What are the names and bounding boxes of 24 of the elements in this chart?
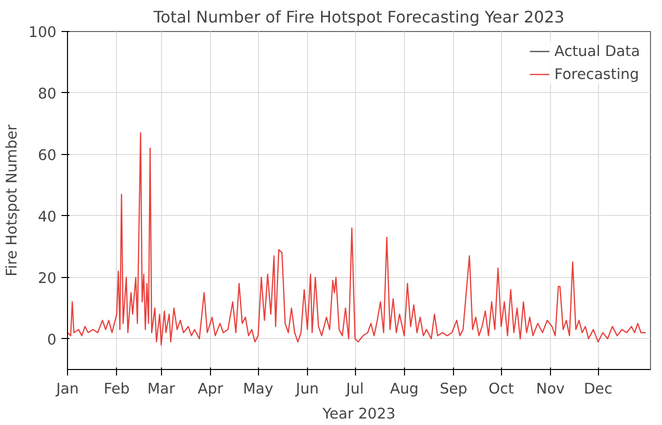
- chart-title: Total Number of Fire Hotspot Forecasting Year 2023: [152, 8, 564, 26]
- y-tick-label: 40: [38, 208, 57, 226]
- x-tick-label: Nov: [536, 380, 566, 398]
- x-tick-label: Oct: [488, 380, 514, 398]
- y-tick-label: 100: [28, 24, 57, 41]
- y-axis-title: Fire Hotspot Number: [4, 124, 21, 276]
- y-tick-label: 20: [38, 270, 57, 287]
- y-tick-label: 60: [38, 146, 57, 164]
- x-axis-title: Year 2023: [322, 406, 396, 422]
- x-tick-label: Jan: [55, 380, 79, 398]
- x-tick-label: Sep: [440, 380, 468, 398]
- legend-label: Actual Data: [554, 42, 640, 60]
- x-tick-label: Aug: [390, 380, 419, 398]
- x-tick-label: May: [242, 380, 274, 398]
- line-series: [68, 132, 646, 346]
- x-tick-label: Feb: [104, 380, 130, 398]
- x-tick-label: Jun: [294, 380, 319, 398]
- y-tick-label: 0: [47, 331, 57, 348]
- x-tick-label: Mar: [147, 380, 176, 398]
- x-tick-label: Apr: [198, 380, 224, 398]
- y-tick-label: 80: [38, 85, 57, 102]
- x-tick-label: Dec: [584, 380, 612, 398]
- x-tick-label: Jul: [345, 380, 364, 398]
- legend-label: Forecasting: [554, 66, 640, 82]
